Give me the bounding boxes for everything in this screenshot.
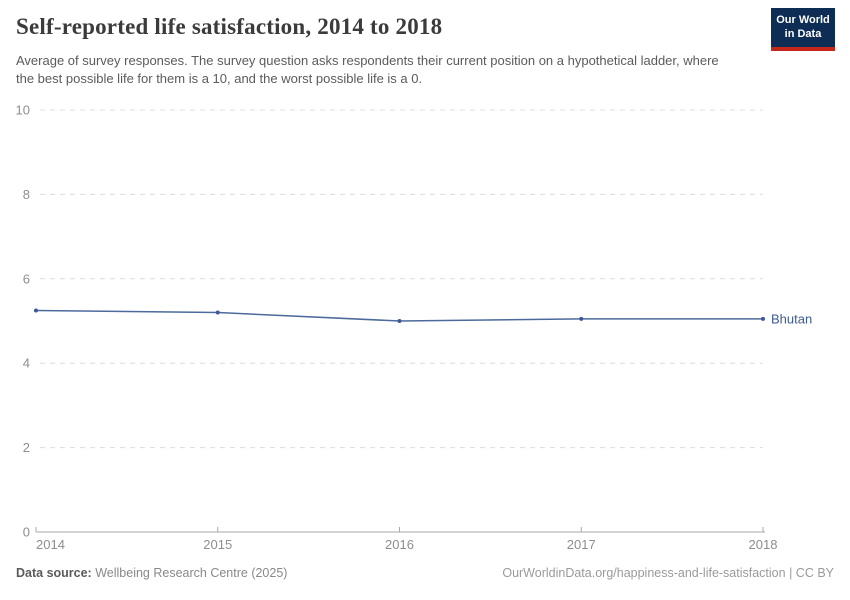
x-tick-label-2015: 2015	[203, 537, 232, 552]
x-tick-label-2018: 2018	[749, 537, 778, 552]
data-source: Data source: Wellbeing Research Centre (…	[16, 566, 287, 580]
chart-footer: Data source: Wellbeing Research Centre (…	[16, 566, 834, 580]
data-source-value: Wellbeing Research Centre (2025)	[95, 566, 288, 580]
owid-logo[interactable]: Our World in Data	[771, 8, 835, 51]
y-tick-label-10: 10	[16, 103, 30, 118]
x-tick-label-2014: 2014	[36, 537, 65, 552]
data-point-bhutan-2018[interactable]	[761, 316, 765, 321]
owid-logo-line1: Our World	[776, 13, 830, 26]
y-tick-label-8: 8	[23, 187, 30, 202]
owid-url-link[interactable]: OurWorldinData.org/happiness-and-life-sa…	[502, 566, 786, 580]
chart-title: Self-reported life satisfaction, 2014 to…	[16, 14, 443, 39]
data-point-bhutan-2017[interactable]	[579, 316, 584, 321]
data-point-bhutan-2015[interactable]	[215, 310, 220, 315]
y-tick-label-2: 2	[23, 440, 30, 455]
x-tick-label-2016: 2016	[385, 537, 414, 552]
y-tick-label-4: 4	[23, 356, 30, 371]
line-chart: 0 2 4 6 8 10 2014 2015 2016 2017 2018 Bhutan	[16, 103, 813, 553]
y-tick-label-0: 0	[23, 525, 30, 540]
chart-subtitle: Average of survey responses. The survey …	[16, 53, 719, 86]
series-label-bhutan[interactable]: Bhutan	[771, 311, 812, 326]
data-point-bhutan-2016[interactable]	[397, 319, 402, 323]
data-point-bhutan-2014[interactable]	[34, 308, 38, 313]
x-tick-label-2017: 2017	[567, 537, 596, 552]
license-text: | CC BY	[785, 566, 834, 580]
credit-line: OurWorldinData.org/happiness-and-life-sa…	[502, 566, 834, 580]
owid-logo-line2: in Data	[784, 27, 822, 40]
data-source-label: Data source:	[16, 566, 92, 580]
y-tick-label-6: 6	[23, 271, 30, 286]
